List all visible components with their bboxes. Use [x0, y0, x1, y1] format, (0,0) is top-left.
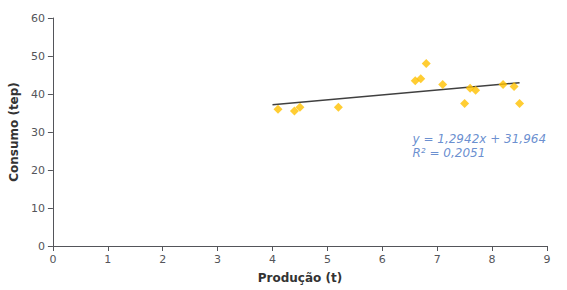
svg-text:3: 3 — [214, 253, 221, 266]
svg-text:5: 5 — [324, 253, 331, 266]
svg-text:R² = 0,2051: R² = 0,2051 — [412, 146, 485, 160]
svg-text:0: 0 — [49, 253, 56, 266]
svg-text:4: 4 — [269, 253, 276, 266]
svg-text:1: 1 — [104, 253, 111, 266]
svg-text:60: 60 — [31, 12, 45, 25]
svg-text:0: 0 — [38, 240, 45, 253]
svg-text:8: 8 — [489, 253, 496, 266]
svg-text:Consumo (tep): Consumo (tep) — [7, 82, 21, 182]
svg-text:7: 7 — [434, 253, 441, 266]
svg-text:9: 9 — [544, 253, 551, 266]
svg-text:30: 30 — [31, 126, 45, 139]
svg-text:10: 10 — [31, 202, 45, 215]
svg-text:6: 6 — [379, 253, 386, 266]
svg-text:20: 20 — [31, 164, 45, 177]
svg-text:50: 50 — [31, 50, 45, 63]
svg-text:2: 2 — [159, 253, 166, 266]
svg-text:Produção (t): Produção (t) — [258, 271, 342, 285]
svg-text:40: 40 — [31, 88, 45, 101]
svg-text:y = 1,2942x + 31,964: y = 1,2942x + 31,964 — [411, 132, 546, 146]
